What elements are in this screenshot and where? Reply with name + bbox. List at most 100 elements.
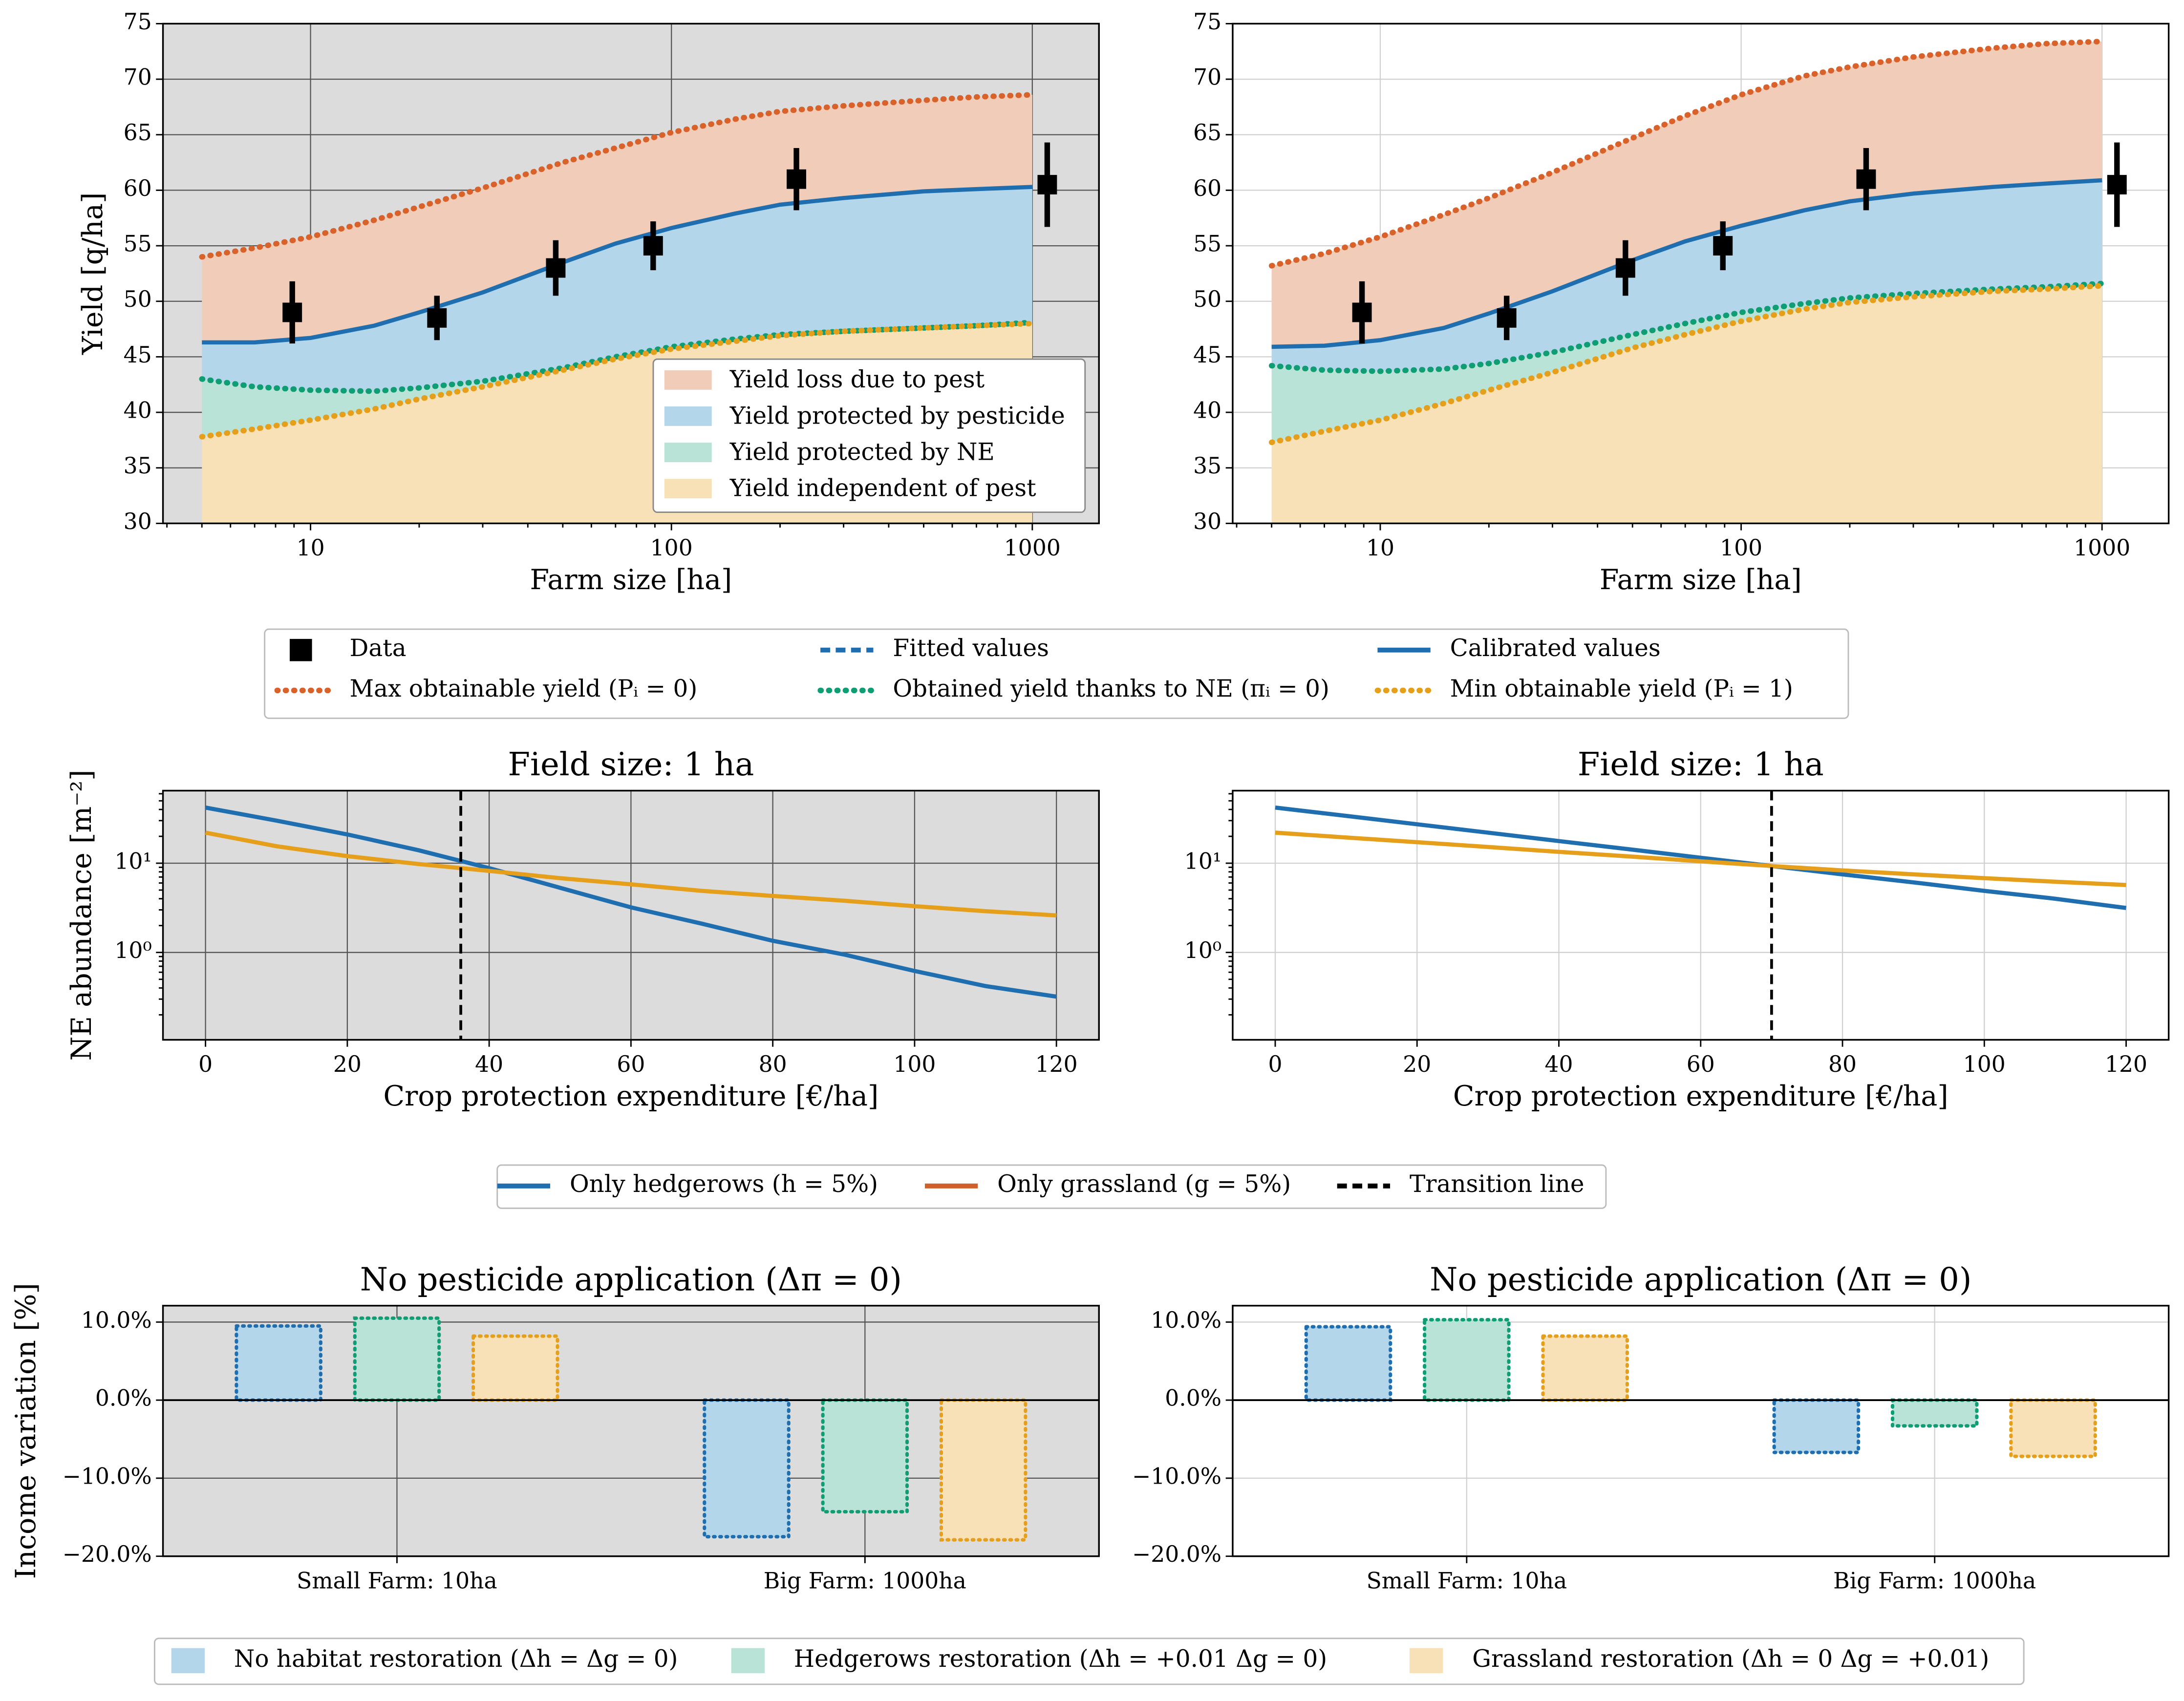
legend-label: Only hedgerows (h = 5%) <box>570 1170 878 1198</box>
plot-content <box>1232 1305 2169 1556</box>
x-tick-label: 40 <box>1545 1051 1573 1077</box>
legend-patch <box>664 370 712 390</box>
legend-label: Data <box>350 635 407 662</box>
x-tick-label: 60 <box>617 1051 645 1077</box>
y-tick-label: 55 <box>1193 231 1221 257</box>
y-tick-label: 40 <box>124 398 152 424</box>
data-point <box>1037 175 1057 195</box>
line <box>1268 39 2105 269</box>
legend-label: Yield protected by pesticide <box>729 402 1065 429</box>
panel-title: No pesticide application (Δπ = 0) <box>1430 1261 1971 1298</box>
data-point <box>1497 308 1517 328</box>
data-point <box>427 308 447 328</box>
y-tick-label: 50 <box>124 286 152 312</box>
plot-content <box>1232 23 2169 524</box>
area <box>1271 41 2102 347</box>
y-tick-label: 75 <box>1193 9 1221 35</box>
y-tick-label: 35 <box>124 453 152 479</box>
x-axis-label: Crop protection expenditure [€/ha] <box>1453 1080 1948 1112</box>
bar <box>1423 1318 1511 1402</box>
line <box>1268 283 2105 446</box>
x-tick-label: 100 <box>1963 1051 2006 1077</box>
y-tick-label: 35 <box>1193 453 1221 479</box>
legend-patch <box>1409 1648 1443 1674</box>
legend-label: Min obtainable yield (Pᵢ = 1) <box>1450 675 1793 702</box>
legend-label: Calibrated values <box>1450 635 1661 662</box>
x-tick-label: 100 <box>893 1051 936 1077</box>
y-axis-label: Yield [q/ha] <box>77 192 109 355</box>
area <box>202 94 1032 342</box>
x-tick-label: 20 <box>1403 1051 1431 1077</box>
y-tick-label: 10.0% <box>81 1307 152 1333</box>
y-tick-label: 0.0% <box>1165 1385 1221 1411</box>
x-tick-label: Big Farm: 1000ha <box>1833 1568 2036 1594</box>
plot-frame <box>162 789 1100 1041</box>
y-tick-label: −20.0% <box>1132 1541 1221 1567</box>
y-tick-label: 10¹ <box>1184 849 1221 874</box>
legend-label: Only grassland (g = 5%) <box>997 1170 1291 1198</box>
x-tick-label: 120 <box>1035 1051 1078 1077</box>
data-point <box>643 236 663 256</box>
y-tick-label: 10.0% <box>1151 1307 1221 1333</box>
bar <box>703 1398 791 1539</box>
x-tick-label: 1000 <box>1004 535 1061 561</box>
legend-label: Hedgerows restoration (Δh = +0.01 Δg = 0… <box>794 1645 1327 1673</box>
x-tick-label: Small Farm: 10ha <box>1367 1568 1567 1594</box>
data-point <box>1856 169 1876 189</box>
plot-frame <box>162 1305 1100 1557</box>
line <box>199 320 1035 440</box>
y-tick-label: 30 <box>1193 509 1221 534</box>
legend-patch <box>731 1648 765 1674</box>
bar <box>821 1398 909 1514</box>
y-tick-label: 10⁰ <box>1184 937 1221 963</box>
data-point <box>1352 302 1372 322</box>
x-axis-label: Farm size [ha] <box>1600 564 1802 596</box>
y-tick-label: 45 <box>124 342 152 368</box>
legend-label: Yield loss due to pest <box>729 366 985 393</box>
legend-label: No habitat restoration (Δh = Δg = 0) <box>234 1645 678 1673</box>
plot-frame <box>162 22 1100 525</box>
line <box>1271 178 2102 349</box>
y-tick-label: 10¹ <box>114 849 151 874</box>
y-tick-label: 55 <box>124 231 152 257</box>
x-tick-label: 1000 <box>2074 535 2130 561</box>
panel-title: Field size: 1 ha <box>508 746 754 783</box>
x-tick-label: 60 <box>1687 1051 1715 1077</box>
y-tick-label: 45 <box>1193 342 1221 368</box>
legend-label: Yield independent of pest <box>729 475 1036 502</box>
x-tick-label: 10 <box>1366 535 1394 561</box>
x-tick-label: 20 <box>333 1051 362 1077</box>
line <box>199 92 1035 260</box>
data-point <box>282 302 302 322</box>
data-point <box>787 169 806 189</box>
y-tick-label: 70 <box>1193 64 1221 90</box>
bar <box>939 1398 1028 1542</box>
legend-patch <box>171 1648 205 1674</box>
plot-content <box>163 790 1099 1040</box>
plot-frame <box>1232 22 2170 525</box>
legend-label: Transition line <box>1410 1170 1584 1198</box>
plot-frame <box>1232 1305 2170 1557</box>
legend-box <box>154 1637 2025 1685</box>
legend-patch <box>664 479 712 499</box>
y-tick-label: 75 <box>124 9 152 35</box>
legend-patch <box>664 443 712 463</box>
area <box>1271 180 2102 371</box>
panel-title: Field size: 1 ha <box>1578 746 1824 783</box>
y-tick-label: 70 <box>124 64 152 90</box>
y-tick-label: 10⁰ <box>114 937 151 963</box>
x-tick-label: 10 <box>297 535 325 561</box>
data-point <box>2107 175 2127 195</box>
bar <box>353 1316 441 1402</box>
line <box>1275 805 2127 910</box>
x-tick-label: 120 <box>2105 1051 2147 1077</box>
y-tick-label: 65 <box>1193 120 1221 146</box>
x-tick-label: 0 <box>1268 1051 1282 1077</box>
y-axis-label: Income variation [%] <box>10 1283 42 1579</box>
legend-patch <box>664 406 712 426</box>
x-tick-label: 100 <box>650 535 693 561</box>
line <box>1268 280 2105 374</box>
area <box>1271 285 2102 524</box>
legend-label: Fitted values <box>893 635 1049 662</box>
